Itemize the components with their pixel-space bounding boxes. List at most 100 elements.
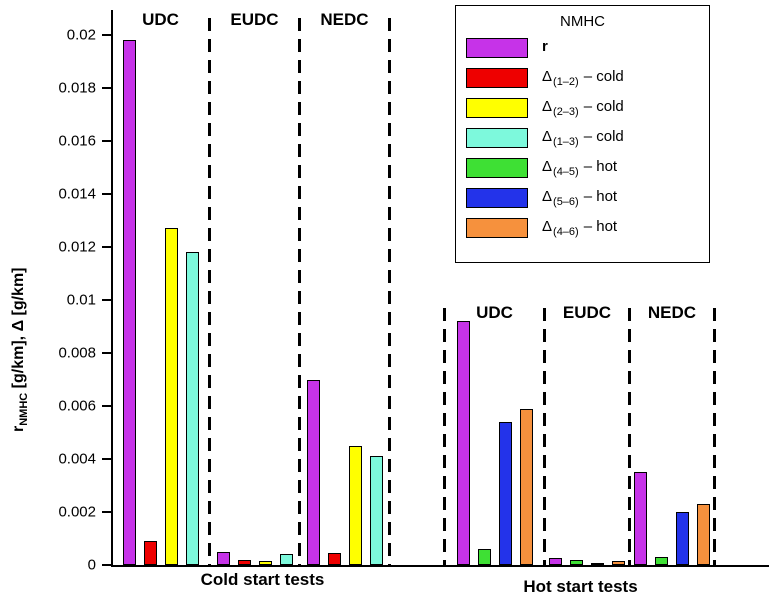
y-tick-label: 0.014 (58, 185, 96, 203)
divider-dashed-hot-1 (443, 308, 446, 565)
legend-label-main: Δ (542, 68, 553, 85)
legend-label-delta-4-6-hot: Δ(4–6) – hot (542, 218, 617, 238)
legend-label-sub: (1–3) (553, 136, 579, 148)
legend-label-delta-4-5-hot: Δ(4–5) – hot (542, 158, 617, 178)
y-tick-mark (102, 299, 111, 301)
bar-delta-1-3-cold (185, 252, 199, 565)
y-tick-label: 0.016 (58, 132, 96, 150)
legend-label-sub: (2–3) (553, 106, 579, 118)
legend-label-sub: (4–5) (553, 166, 579, 178)
section-cold-udc: UDC (113, 10, 208, 565)
bar-delta-2-3-cold (348, 445, 362, 565)
plot-area: UDC EUDC NEDC UDC EUDC NEDC (102, 10, 769, 567)
bar-r (216, 551, 230, 565)
y-tick-mark (102, 564, 111, 566)
legend-title: NMHC (560, 13, 605, 30)
y-tick-mark (102, 511, 111, 513)
bar-r (456, 321, 470, 565)
y-tick-mark (102, 246, 111, 248)
section-label-hot-nedc: NEDC (647, 303, 697, 322)
bar-delta-4-6-hot (697, 504, 710, 565)
y-tick-mark (102, 352, 111, 354)
y-tick-mark (102, 34, 111, 36)
bar-delta-5-6-hot (498, 421, 512, 565)
legend-label-suffix: – hot (583, 158, 618, 175)
legend-label-main: Δ (542, 98, 553, 115)
section-hot-eudc: EUDC (546, 10, 628, 565)
y-tick-label: 0.002 (58, 503, 96, 521)
y-axis-tick-labels: 0.02 0.018 0.016 0.014 0.012 0.01 0.008 0.006 0.… (0, 10, 96, 574)
divider-dashed-hot-2 (543, 308, 546, 565)
y-tick-label: 0.018 (58, 79, 96, 97)
bar-delta-1-3-cold (369, 456, 383, 565)
legend-entry-delta-4-6-hot: Δ(4–6) – hot (466, 213, 709, 243)
bar-delta-5-6-hot (591, 563, 604, 565)
section-label-hot-udc: UDC (476, 303, 513, 322)
bar-r (306, 379, 320, 565)
y-tick-label: 0.01 (66, 291, 96, 309)
bar-delta-1-2-cold (237, 559, 251, 565)
legend-label-main: Δ (542, 218, 553, 235)
legend-label-main: r (542, 38, 548, 55)
section-label-cold-udc: UDC (142, 10, 179, 29)
bar-delta-5-6-hot (676, 512, 689, 565)
bar-r (549, 558, 562, 565)
divider-dashed-hot-3 (628, 308, 631, 565)
divider-dashed-hot-4 (713, 308, 716, 565)
y-tick-label: 0.006 (58, 397, 96, 415)
bar-r (122, 40, 136, 565)
bar-delta-4-5-hot (570, 559, 583, 565)
section-label-hot-eudc: EUDC (562, 303, 612, 322)
y-tick-label: 0.008 (58, 344, 96, 362)
legend-label-delta-1-3-cold: Δ(1–3) – cold (542, 128, 624, 148)
legend-label-suffix: – cold (583, 98, 624, 115)
bar-delta-4-6-hot (612, 561, 625, 565)
section-hot-udc: UDC (446, 10, 543, 565)
y-tick-mark (102, 458, 111, 460)
legend-entry-delta-2-3-cold: Δ(2–3) – cold (466, 93, 709, 123)
bar-delta-2-3-cold (164, 228, 178, 565)
bar-delta-4-5-hot (655, 557, 668, 565)
legend-label-delta-5-6-hot: Δ(5–6) – hot (542, 188, 617, 208)
section-label-cold-eudc: EUDC (230, 10, 279, 29)
y-tick-label: 0.012 (58, 238, 96, 256)
bar-delta-2-3-cold (258, 561, 272, 565)
y-tick-mark (102, 87, 111, 89)
bar-delta-1-3-cold (279, 554, 293, 565)
y-tick-mark (102, 193, 111, 195)
bar-delta-4-5-hot (477, 549, 491, 565)
bar-delta-1-2-cold (327, 553, 341, 565)
legend-entry-delta-5-6-hot: Δ(5–6) – hot (466, 183, 709, 213)
x-group-label-cold: Cold start tests (200, 570, 325, 589)
section-cold-nedc: NEDC (301, 10, 388, 565)
y-tick-label: 0 (87, 556, 96, 574)
y-tick-label: 0.004 (58, 450, 96, 468)
bar-delta-1-2-cold (143, 541, 157, 565)
legend-swatch-r (466, 38, 528, 58)
legend-label-suffix: – hot (583, 218, 618, 235)
legend-label-sub: (1–2) (553, 76, 579, 88)
section-hot-nedc: NEDC (631, 10, 713, 565)
legend-label-main: Δ (542, 188, 553, 205)
legend-label-suffix: – cold (583, 68, 624, 85)
y-tick-mark (102, 140, 111, 142)
legend-entry-delta-1-3-cold: Δ(1–3) – cold (466, 123, 709, 153)
legend-swatch-delta-4-6-hot (466, 218, 528, 238)
legend-swatch-delta-5-6-hot (466, 188, 528, 208)
legend-swatch-delta-2-3-cold (466, 98, 528, 118)
legend-entry-r: r (466, 33, 709, 63)
legend-swatch-delta-1-2-cold (466, 68, 528, 88)
legend-label-suffix: – hot (583, 188, 618, 205)
legend-label-main: Δ (542, 128, 553, 145)
legend-label-r: r (542, 38, 554, 58)
bar-r (634, 472, 647, 565)
y-tick-mark (102, 405, 111, 407)
bar-delta-4-6-hot (519, 408, 533, 565)
y-tick-label: 0.02 (66, 26, 96, 44)
x-group-label-hot: Hot start tests (523, 577, 638, 596)
legend-label-delta-1-2-cold: Δ(1–2) – cold (542, 68, 624, 88)
section-label-cold-nedc: NEDC (320, 10, 369, 29)
section-cold-eudc: EUDC (211, 10, 298, 565)
legend-label-delta-2-3-cold: Δ(2–3) – cold (542, 98, 624, 118)
